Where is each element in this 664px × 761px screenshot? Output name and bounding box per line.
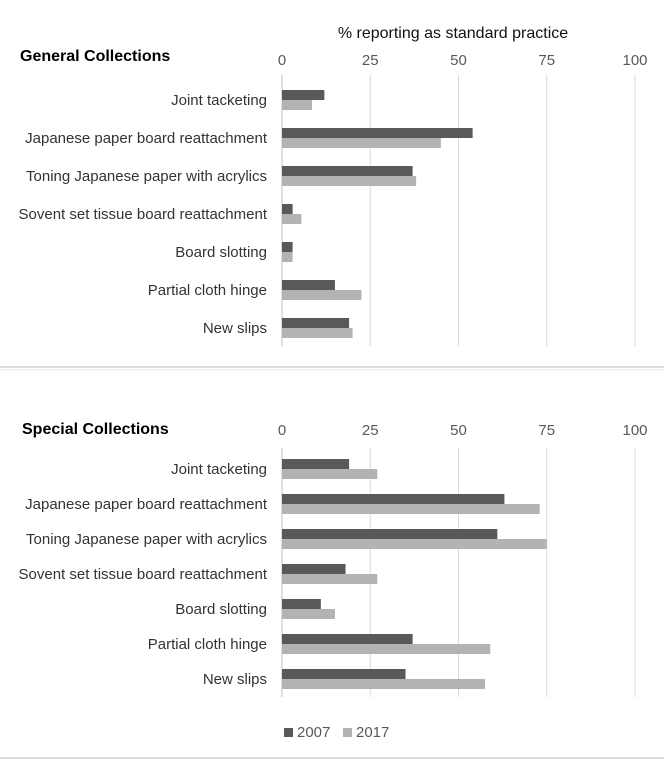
bar-2007	[282, 459, 350, 469]
x-tick-label: 25	[362, 52, 379, 69]
x-tick-label: 0	[278, 422, 286, 439]
panel-title-special: Special Collections	[22, 421, 169, 438]
bar-2007	[282, 128, 473, 138]
category-label: New slips	[203, 671, 267, 688]
bar-2017	[282, 574, 378, 584]
x-tick-label: 0	[278, 52, 286, 69]
bar-2007	[282, 494, 505, 504]
category-label: New slips	[203, 320, 267, 337]
bar-2007	[282, 529, 498, 539]
bar-2007	[282, 166, 413, 176]
x-tick-label: 50	[450, 52, 467, 69]
bar-2017	[282, 176, 417, 186]
bar-2017	[282, 328, 353, 338]
category-label: Sovent set tissue board reattachment	[19, 566, 268, 583]
bar-2007	[282, 242, 293, 252]
x-tick-label: 50	[450, 422, 467, 439]
bar-2007	[282, 634, 413, 644]
bar-2017	[282, 679, 485, 689]
bar-2007	[282, 318, 350, 328]
bar-2017	[282, 138, 441, 148]
chart-panel-1: 0 25 50 75 100 Joint tacketing Japanese paper …	[19, 422, 648, 697]
category-label: Japanese paper board reattachment	[25, 130, 268, 147]
x-tick-label: 75	[538, 52, 555, 69]
x-tick-label: 100	[622, 52, 647, 69]
category-label: Toning Japanese paper with acrylics	[26, 168, 267, 185]
category-label: Partial cloth hinge	[148, 636, 267, 653]
bar-2017	[282, 214, 302, 224]
category-label: Japanese paper board reattachment	[25, 496, 268, 513]
bar-2007	[282, 204, 293, 214]
x-tick-label: 100	[622, 422, 647, 439]
bar-2017	[282, 100, 313, 110]
category-label: Board slotting	[175, 601, 267, 618]
legend-label-2017: 2017	[356, 724, 389, 741]
bar-2007	[282, 90, 325, 100]
legend: 2007 2017	[284, 724, 389, 741]
x-axis-label: % reporting as standard practice	[338, 25, 568, 42]
legend-swatch-2017	[343, 728, 352, 737]
bar-2017	[282, 504, 540, 514]
legend-swatch-2007	[284, 728, 293, 737]
bar-2017	[282, 252, 293, 262]
x-tick-label: 75	[538, 422, 555, 439]
bar-2007	[282, 669, 406, 679]
category-label: Partial cloth hinge	[148, 282, 267, 299]
bar-2017	[282, 609, 335, 619]
legend-label-2007: 2007	[297, 724, 330, 741]
category-label: Joint tacketing	[171, 461, 267, 478]
bar-2017	[282, 469, 378, 479]
category-label: Joint tacketing	[171, 92, 267, 109]
bar-2007	[282, 280, 335, 290]
bar-2007	[282, 599, 321, 609]
x-tick-label: 25	[362, 422, 379, 439]
bar-2017	[282, 644, 491, 654]
bar-2017	[282, 290, 362, 300]
category-label: Board slotting	[175, 244, 267, 261]
category-label: Sovent set tissue board reattachment	[19, 206, 268, 223]
category-label: Toning Japanese paper with acrylics	[26, 531, 267, 548]
bar-2007	[282, 564, 346, 574]
bar-2017	[282, 539, 547, 549]
chart-panel-0: 0 25 50 75 100 Joint tacketing Japanese paper …	[19, 52, 648, 346]
panel-title-general: General Collections	[20, 48, 170, 65]
